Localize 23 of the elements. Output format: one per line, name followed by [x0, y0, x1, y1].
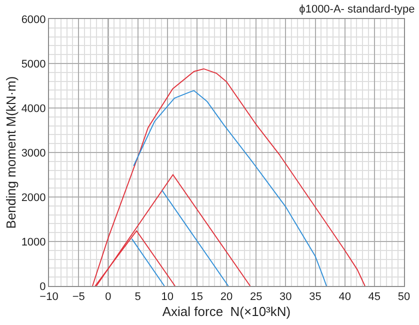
x-axis-title: Axial force N(×10³kN): [162, 304, 291, 319]
y-tick-label: 0: [40, 280, 46, 293]
x-tick-label: −10: [40, 291, 58, 304]
x-tick-label: 0: [105, 291, 112, 304]
x-tick-label: 45: [368, 291, 381, 304]
y-tick-label: 3000: [21, 147, 46, 160]
y-tick-label: 5000: [21, 58, 46, 70]
y-axis-title: Bending moment M(kN·m): [3, 76, 18, 229]
x-tick-label: −5: [72, 291, 85, 304]
x-tick-label: 50: [398, 291, 410, 304]
y-tick-label: 1000: [21, 236, 46, 248]
x-tick-label: 5: [134, 291, 141, 304]
x-tick-label: 40: [338, 291, 351, 304]
y-tick-label: 2000: [21, 192, 46, 204]
x-tick-label: 15: [190, 291, 204, 304]
x-tick-label: 10: [161, 291, 174, 304]
x-tick-label: 20: [220, 291, 233, 304]
y-tick-label: 6000: [21, 14, 46, 26]
x-tick-label: 35: [309, 291, 322, 304]
x-tick-label: 30: [280, 291, 292, 304]
chart-title: ϕ1000-A- standard-type: [299, 4, 415, 16]
x-tick-label: 25: [250, 291, 262, 304]
y-tick-label: 4000: [21, 102, 46, 115]
